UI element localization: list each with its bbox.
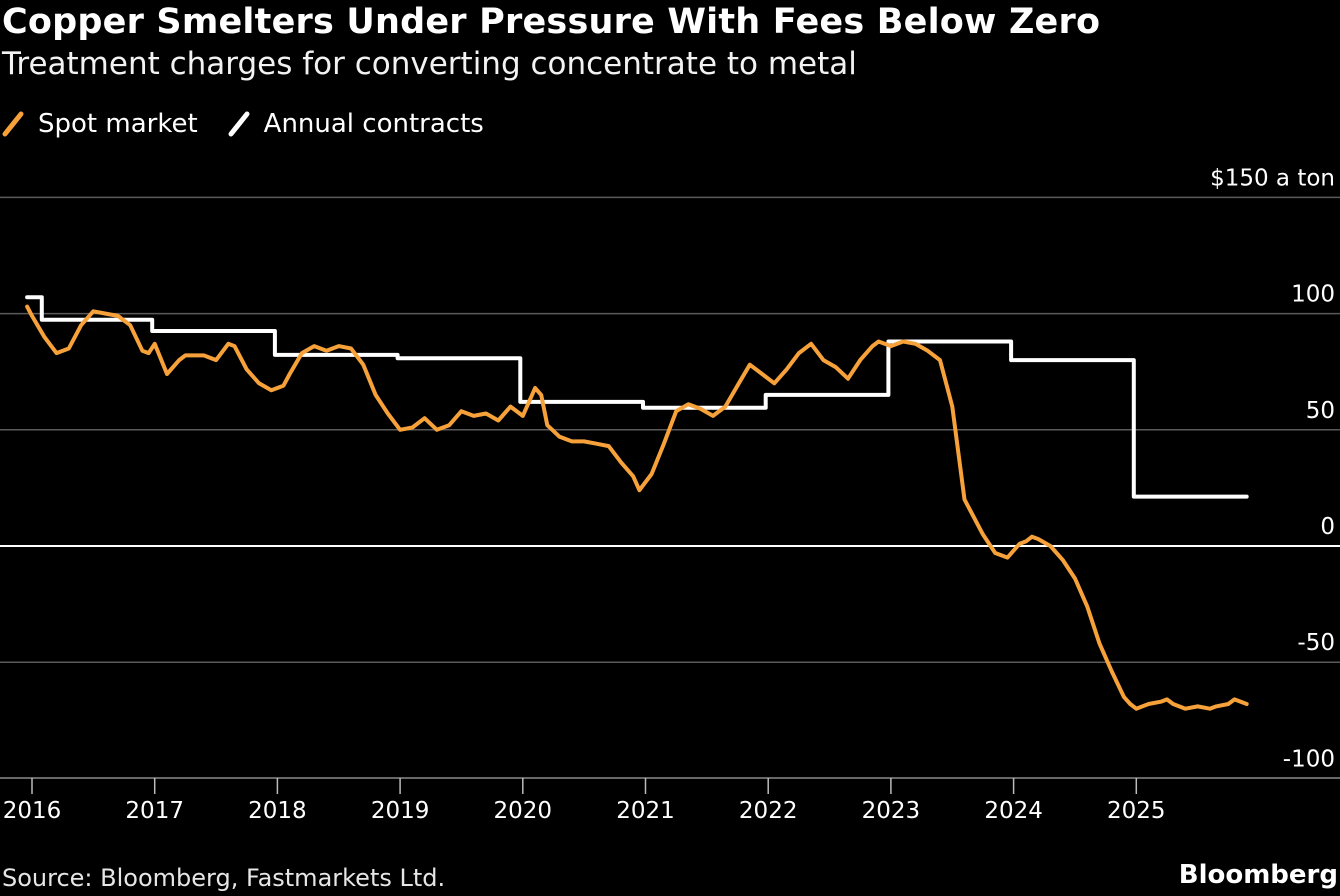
x-tick-label: 2017 [125, 798, 184, 824]
x-axis: 2016 2017 2018 2019 2020 2021 2022 2023 2024 2025 [0, 777, 1340, 824]
x-tick-label: 2022 [739, 798, 798, 824]
y-tick-label: -100 [1283, 746, 1335, 772]
x-tick-label: 2018 [248, 798, 307, 824]
source-note: Source: Bloomberg, Fastmarkets Ltd. [2, 864, 446, 892]
x-tick-label: 2020 [494, 798, 553, 824]
legend-label-annual: Annual contracts [263, 109, 484, 139]
x-tick-label: 2019 [371, 798, 430, 824]
y-axis-labels: $150 a ton 100 50 0 -50 -100 [1210, 165, 1335, 772]
legend-swatch-annual [228, 111, 250, 137]
y-tick-label: -50 [1297, 630, 1335, 656]
bloomberg-logo: Bloomberg [1178, 860, 1338, 890]
y-tick-label: 50 [1306, 398, 1335, 424]
legend-item-annual: Annual contracts [228, 109, 484, 139]
x-tick-label: 2023 [862, 798, 921, 824]
series-layer [25, 295, 1249, 711]
x-tick-label: 2021 [616, 798, 675, 824]
series-line-annual-contracts [25, 295, 1249, 499]
chart-title: Copper Smelters Under Pressure With Fees… [2, 2, 1101, 42]
legend: Spot market Annual contracts [2, 109, 514, 139]
legend-label-spot: Spot market [38, 109, 198, 139]
y-tick-label: 100 [1291, 282, 1335, 308]
x-tick-label: 2025 [1107, 798, 1166, 824]
x-tick-label: 2024 [984, 798, 1043, 824]
chart-subtitle: Treatment charges for converting concent… [2, 46, 857, 82]
y-tick-label: $150 a ton [1210, 165, 1335, 191]
series-line-spot-market [25, 304, 1249, 711]
x-tick-label: 2016 [3, 798, 62, 824]
legend-item-spot: Spot market [2, 109, 198, 139]
legend-swatch-spot [2, 111, 24, 137]
y-tick-label: 0 [1320, 514, 1335, 540]
